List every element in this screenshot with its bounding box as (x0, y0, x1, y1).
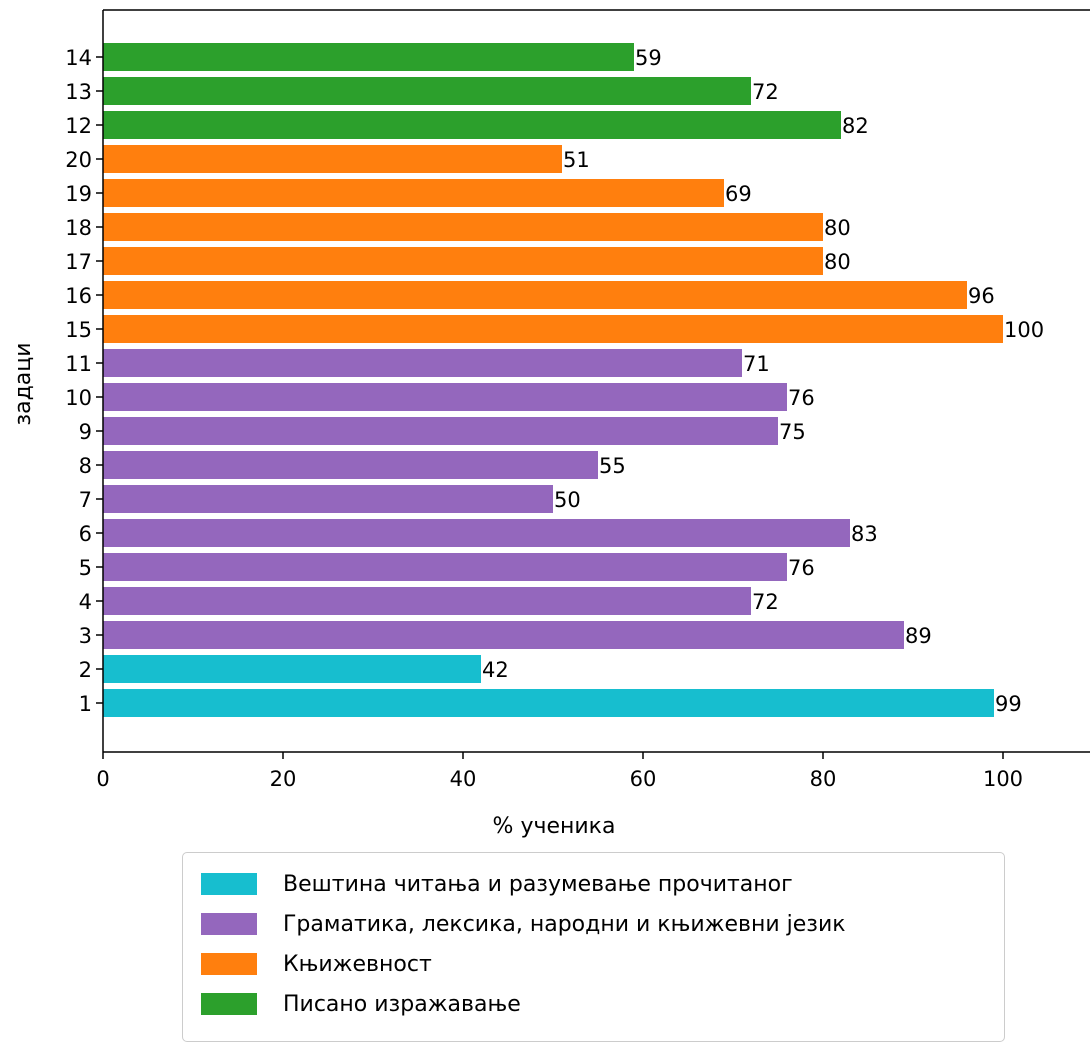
y-tick-label: 1 (79, 692, 92, 716)
bar-19 (103, 179, 724, 207)
bar-12 (103, 111, 841, 139)
legend-item: Писано изражавање (201, 989, 521, 1019)
bar-15 (103, 315, 1003, 343)
data-label-10: 76 (788, 386, 815, 410)
bar-5 (103, 553, 787, 581)
y-tick-label: 12 (65, 114, 92, 138)
data-label-12: 82 (842, 114, 869, 138)
x-tick-label: 60 (630, 767, 657, 791)
data-label-18: 80 (824, 216, 851, 240)
y-tick-label: 15 (65, 318, 92, 342)
x-tick-label: 0 (96, 767, 109, 791)
legend-label: Писано изражавање (283, 991, 521, 1017)
bar-2 (103, 655, 481, 683)
data-label-2: 42 (482, 658, 509, 682)
bar-7 (103, 485, 553, 513)
y-tick-label: 17 (65, 250, 92, 274)
axes-frame (102, 9, 1090, 753)
bar-16 (103, 281, 967, 309)
bar-3 (103, 621, 904, 649)
data-label-15: 100 (1004, 318, 1044, 342)
x-axis-label: % ученика (493, 814, 616, 839)
legend-swatch (201, 913, 257, 935)
x-tick-label: 80 (810, 767, 837, 791)
y-tick-label: 5 (79, 556, 92, 580)
data-label-7: 50 (554, 488, 581, 512)
data-label-6: 83 (851, 522, 878, 546)
data-label-8: 55 (599, 454, 626, 478)
legend-swatch (201, 993, 257, 1015)
data-label-16: 96 (968, 284, 995, 308)
bar-8 (103, 451, 598, 479)
data-label-9: 75 (779, 420, 806, 444)
data-label-19: 69 (725, 182, 752, 206)
data-label-1: 99 (995, 692, 1022, 716)
data-label-20: 51 (563, 148, 590, 172)
y-tick-label: 11 (65, 352, 92, 376)
y-axis-label: задаци (11, 342, 36, 425)
data-label-13: 72 (752, 80, 779, 104)
y-tick-label: 20 (65, 148, 92, 172)
bar-1 (103, 689, 994, 717)
y-tick-label: 14 (65, 46, 92, 70)
x-tick-label: 20 (270, 767, 297, 791)
data-label-14: 59 (635, 46, 662, 70)
y-tick-label: 3 (79, 624, 92, 648)
y-tick-label: 16 (65, 284, 92, 308)
y-tick-label: 19 (65, 182, 92, 206)
y-tick-label: 10 (65, 386, 92, 410)
y-tick-label: 7 (79, 488, 92, 512)
y-tick-label: 9 (79, 420, 92, 444)
x-ticks-layer: 0 20 40 60 80 100 (96, 752, 1023, 791)
bar-20 (103, 145, 562, 173)
bar-4 (103, 587, 751, 615)
bar-14 (103, 43, 634, 71)
bar-9 (103, 417, 778, 445)
data-label-4: 72 (752, 590, 779, 614)
bar-18 (103, 213, 823, 241)
data-label-17: 80 (824, 250, 851, 274)
data-labels-layer: 99 42 89 72 76 83 50 55 75 76 71 100 96 80 80 69 51 82 72 5… (482, 46, 1044, 716)
y-tick-label: 4 (79, 590, 92, 614)
x-tick-label: 100 (983, 767, 1023, 791)
y-tick-label: 8 (79, 454, 92, 478)
x-tick-label: 40 (450, 767, 477, 791)
bars-layer (103, 43, 1003, 717)
y-tick-label: 13 (65, 80, 92, 104)
y-tick-label: 18 (65, 216, 92, 240)
bar-6 (103, 519, 850, 547)
bar-13 (103, 77, 751, 105)
legend-label: Граматика, лексика, народни и књижевни ј… (283, 911, 846, 937)
legend-item: Вештина читања и разумевање прочитаног (201, 869, 793, 899)
legend-item: Књижевност (201, 949, 432, 979)
legend-label: Књижевност (283, 951, 432, 977)
y-tick-label: 2 (79, 658, 92, 682)
legend-label: Вештина читања и разумевање прочитаног (283, 871, 793, 897)
legend: Вештина читања и разумевање прочитаног Гр… (182, 852, 1005, 1042)
data-label-11: 71 (743, 352, 770, 376)
data-label-3: 89 (905, 624, 932, 648)
bar-10 (103, 383, 787, 411)
legend-swatch (201, 953, 257, 975)
data-label-5: 76 (788, 556, 815, 580)
bar-11 (103, 349, 742, 377)
legend-item: Граматика, лексика, народни и књижевни ј… (201, 909, 846, 939)
bar-17 (103, 247, 823, 275)
y-tick-label: 6 (79, 522, 92, 546)
legend-swatch (201, 873, 257, 895)
